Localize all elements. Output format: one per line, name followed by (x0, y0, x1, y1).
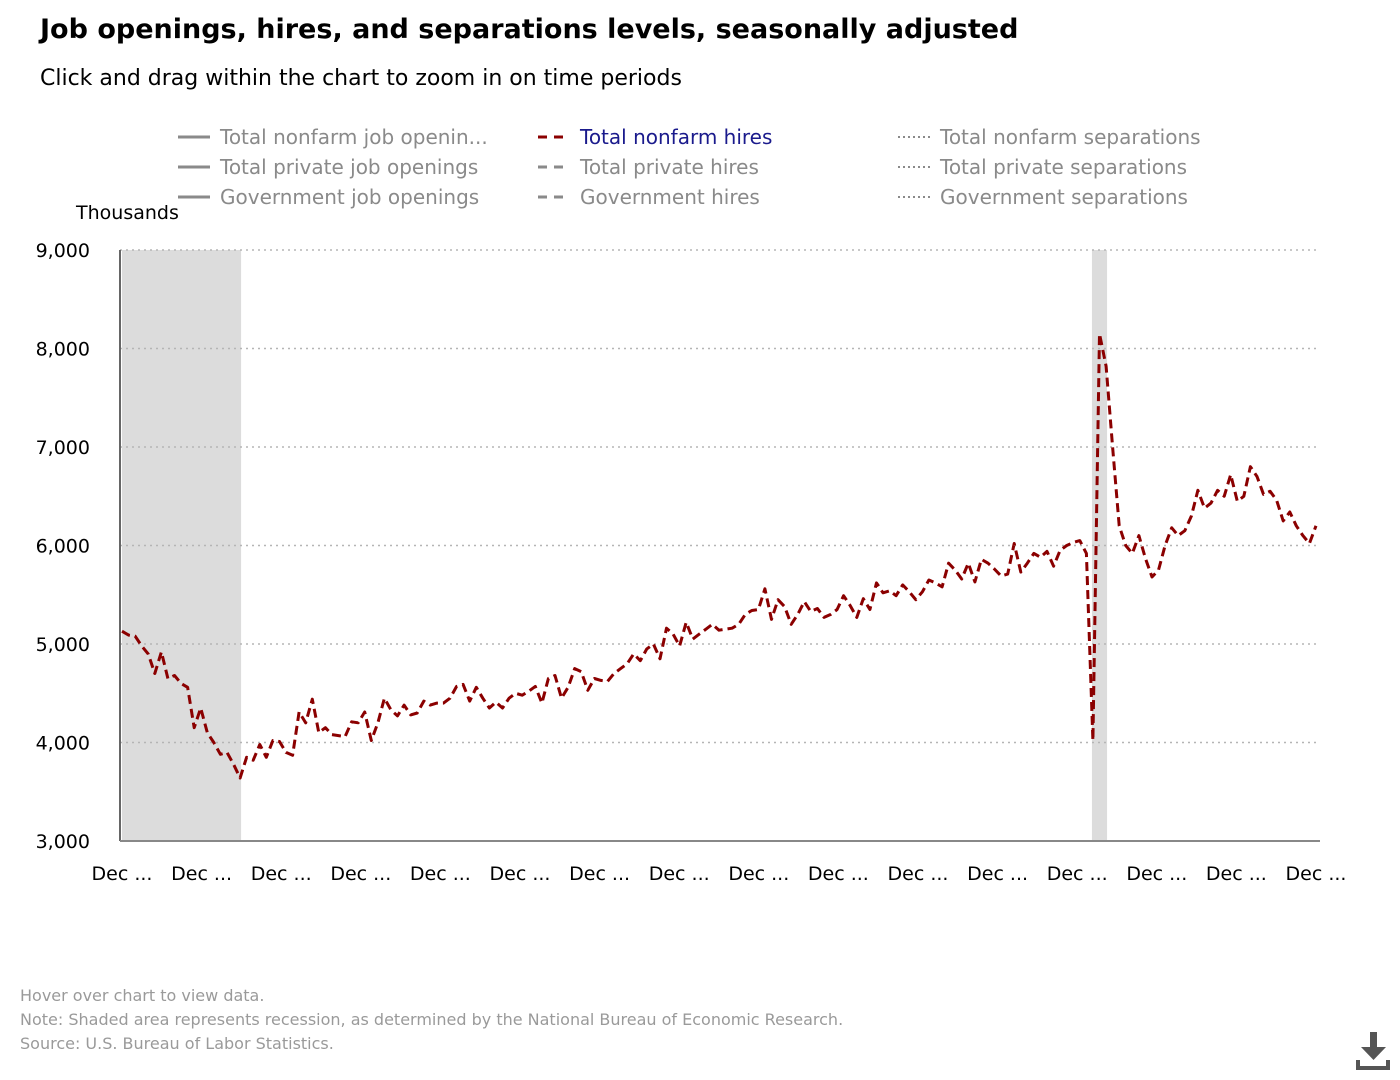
legend-label: Total private hires (579, 155, 759, 179)
y-tick-labels: 3,000 4,000 5,000 6,000 7,000 8,000 9,000 (36, 240, 90, 853)
y-tick-label: 9,000 (36, 240, 90, 262)
legend-label: Total private separations (939, 155, 1187, 179)
recession-shading (122, 250, 1108, 841)
x-tick-label: Dec ... (1047, 863, 1108, 885)
legend-item[interactable]: Government job openings (178, 185, 479, 209)
legend-item[interactable]: Government hires (538, 185, 760, 209)
legend-item[interactable]: Total private separations (898, 155, 1187, 179)
y-tick-label: 5,000 (36, 634, 90, 656)
x-tick-label: Dec ... (1126, 863, 1187, 885)
legend-label: Total nonfarm separations (939, 125, 1201, 149)
y-tick-label: 6,000 (36, 536, 90, 558)
legend-item[interactable]: Total nonfarm job openin... (178, 125, 488, 149)
source-note: Source: U.S. Bureau of Labor Statistics. (20, 1034, 334, 1053)
x-tick-labels: Dec ... Dec ... Dec ... Dec ... Dec ... Dec .… (92, 863, 1347, 885)
legend-item[interactable]: Government separations (898, 185, 1188, 209)
x-tick-label: Dec ... (728, 863, 789, 885)
legend-label: Government hires (580, 185, 760, 209)
y-tick-label: 4,000 (36, 733, 90, 755)
x-tick-label: Dec ... (251, 863, 312, 885)
series-line-total-nonfarm-hires[interactable] (121, 332, 1318, 780)
chart-subtitle: Click and drag within the chart to zoom … (40, 66, 682, 91)
x-tick-label: Dec ... (1286, 863, 1347, 885)
y-tick-label: 3,000 (36, 831, 90, 853)
x-tick-label: Dec ... (410, 863, 471, 885)
axes (119, 250, 1320, 842)
legend-item[interactable]: Total private hires (538, 155, 759, 179)
legend-item[interactable]: Total nonfarm separations (898, 125, 1201, 149)
x-tick-label: Dec ... (92, 863, 153, 885)
hover-hint: Hover over chart to view data. (20, 986, 265, 1005)
y-tick-label: 7,000 (36, 437, 90, 459)
download-icon (1356, 1032, 1390, 1070)
x-tick-label: Dec ... (490, 863, 551, 885)
download-button[interactable] (1353, 1030, 1393, 1074)
x-tick-label: Dec ... (649, 863, 710, 885)
legend-label: Total nonfarm hires (579, 125, 772, 149)
x-tick-label: Dec ... (569, 863, 630, 885)
gridlines (120, 249, 1320, 744)
x-tick-label: Dec ... (967, 863, 1028, 885)
line-chart[interactable]: Total nonfarm job openin... Total nonfarm… (0, 0, 1400, 960)
x-tick-label: Dec ... (171, 863, 232, 885)
chart-title: Job openings, hires, and separations lev… (40, 14, 1019, 45)
series-lines[interactable] (121, 332, 1318, 780)
legend-label: Government separations (940, 185, 1188, 209)
x-tick-label: Dec ... (1206, 863, 1267, 885)
legend-label: Total private job openings (219, 155, 478, 179)
footer-notes: Hover over chart to view data. Note: Sha… (20, 984, 843, 1056)
legend-label: Government job openings (220, 185, 479, 209)
legend: Total nonfarm job openin... Total nonfarm… (178, 125, 1201, 209)
legend-item[interactable]: Total private job openings (178, 155, 478, 179)
x-tick-label: Dec ... (330, 863, 391, 885)
x-tick-label: Dec ... (888, 863, 949, 885)
recession-note: Note: Shaded area represents recession, … (20, 1010, 844, 1029)
y-tick-label: 8,000 (36, 339, 90, 361)
legend-label: Total nonfarm job openin... (219, 125, 488, 149)
legend-item[interactable]: Total nonfarm hires (538, 125, 772, 149)
y-axis-label: Thousands (75, 202, 179, 224)
x-tick-label: Dec ... (808, 863, 869, 885)
